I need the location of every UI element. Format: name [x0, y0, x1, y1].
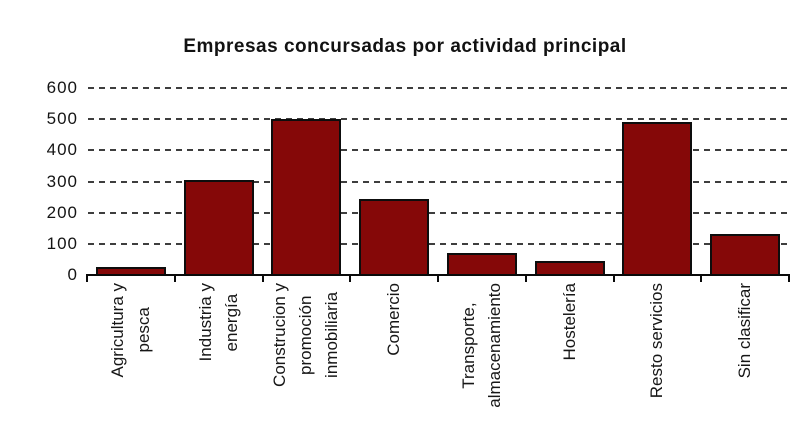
bar [271, 119, 342, 275]
gridline [88, 180, 789, 183]
x-axis-tick [612, 274, 615, 282]
bar [446, 253, 517, 275]
gridline [88, 211, 789, 214]
category-label: Construcion y promoción inmobiliaria [270, 283, 342, 387]
gridline [88, 87, 789, 89]
x-axis-tick [524, 274, 527, 282]
y-axis-tick-label: 500 [46, 109, 78, 129]
category-label: Sin clasificar [735, 283, 755, 379]
category-label: Hostelería [559, 283, 579, 361]
x-axis-tick [437, 274, 439, 282]
bar [359, 198, 430, 275]
category-label: Transporte, almacenamiento [458, 283, 504, 408]
category-label: Agricultura y pesca [107, 283, 153, 378]
y-axis-tick-label: 300 [46, 171, 78, 191]
x-axis-tick [261, 274, 264, 282]
chart-title: Empresas concursadas por actividad princ… [183, 36, 627, 57]
category-label: Comercio [384, 283, 404, 356]
bar [710, 234, 781, 275]
x-axis-tick [173, 274, 176, 282]
bar [534, 260, 605, 275]
y-axis-tick-label: 0 [67, 265, 78, 284]
y-axis-tick-label: 200 [46, 202, 78, 222]
gridline [88, 242, 789, 245]
category-label-slot: Sin clasificar [690, 283, 800, 378]
category-label: Resto servicios [647, 283, 667, 399]
x-axis-tick [349, 274, 352, 282]
bar [183, 179, 254, 275]
y-axis-tick-label: 100 [46, 233, 78, 253]
x-axis-tick [86, 274, 88, 282]
y-axis-tick-label: 600 [46, 78, 78, 97]
bar [95, 267, 166, 275]
y-axis-tick-label: 400 [46, 140, 78, 160]
x-axis-tick [788, 274, 790, 282]
category-label: Industria y energía [195, 283, 241, 362]
bar [622, 122, 693, 275]
gridline [88, 149, 789, 152]
x-axis-tick [700, 274, 703, 282]
gridline [88, 118, 789, 121]
